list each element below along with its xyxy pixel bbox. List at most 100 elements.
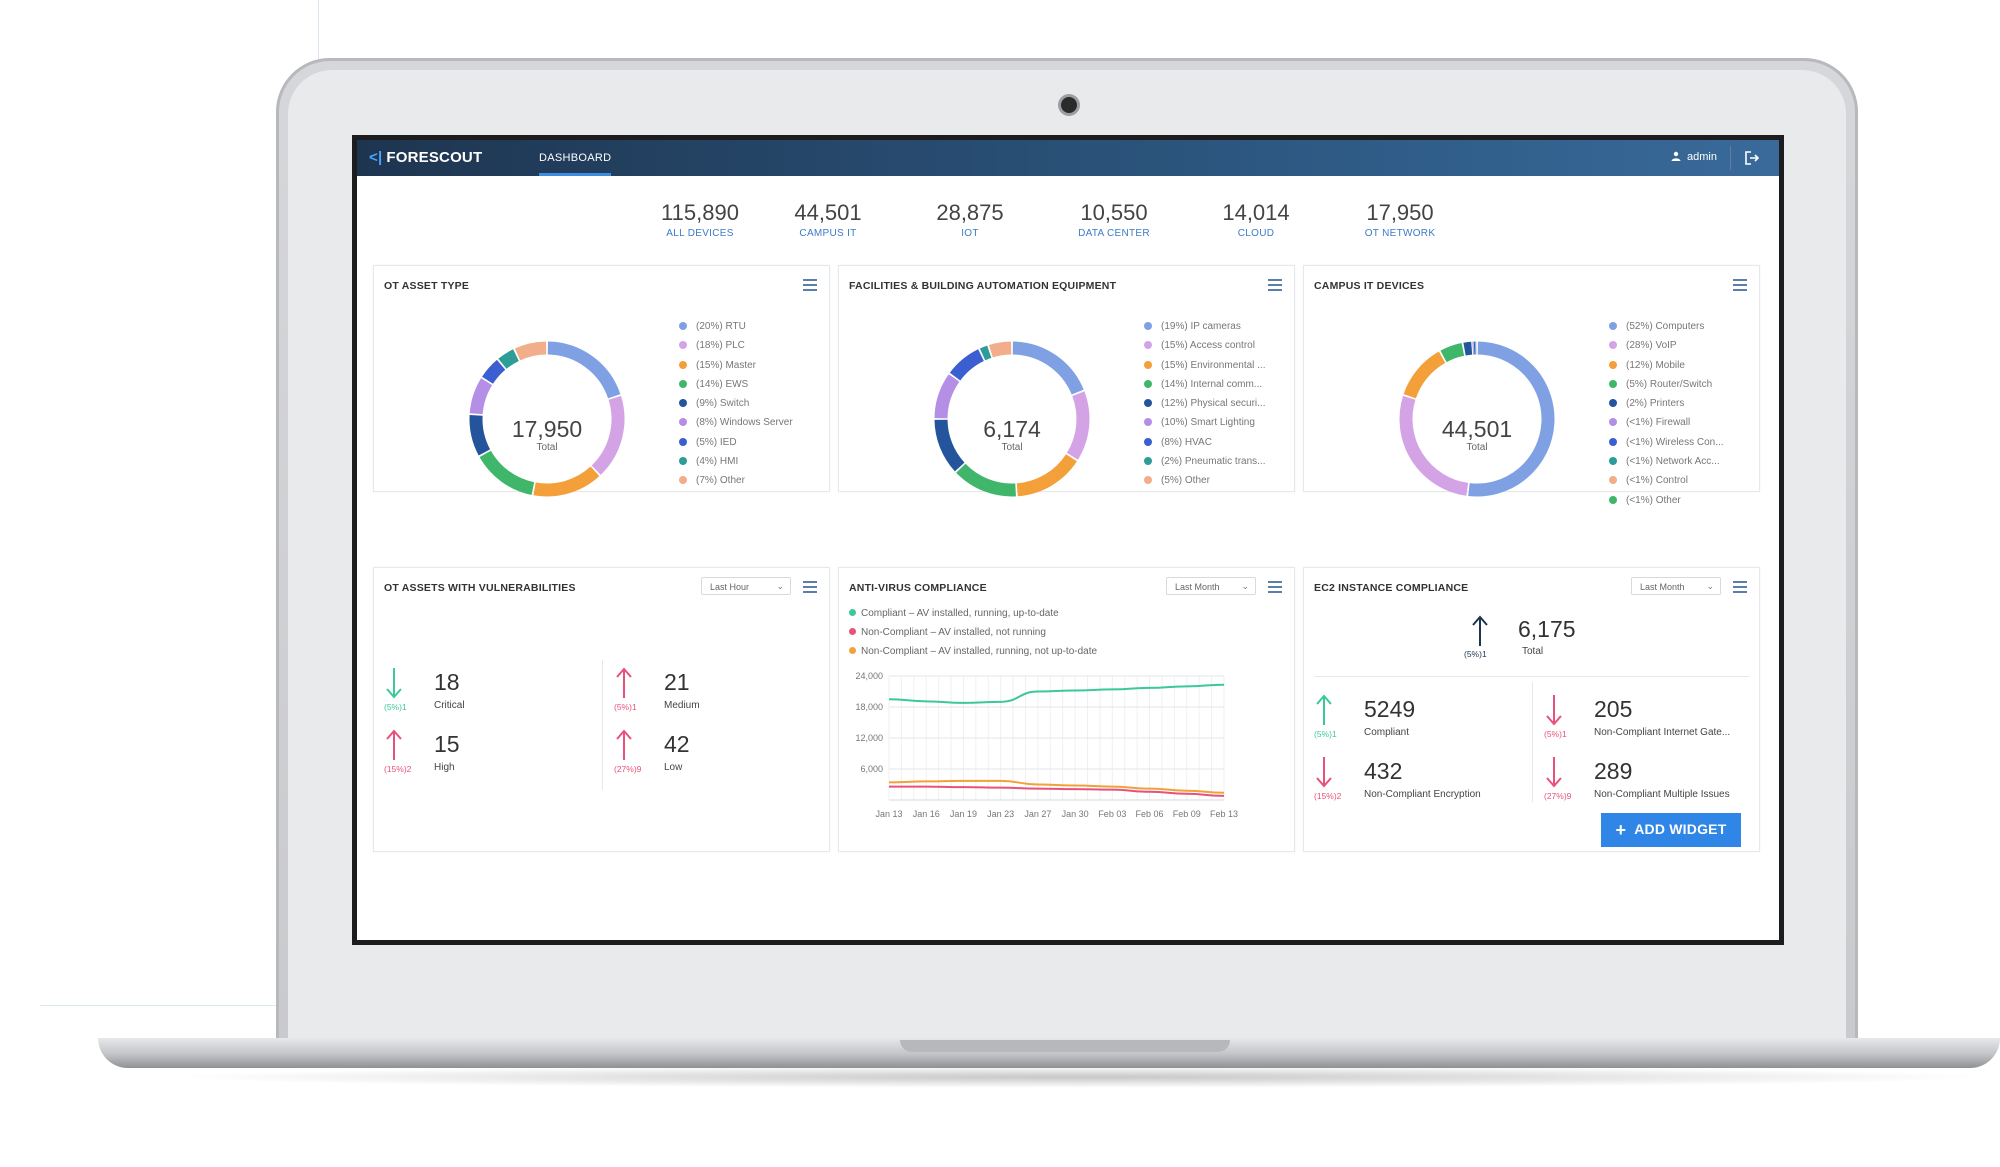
donut-slice[interactable] — [1399, 395, 1469, 496]
legend-item[interactable]: (20%) RTU — [679, 321, 793, 340]
legend-item[interactable]: (5%) IED — [679, 437, 793, 456]
metric-delta: (27%)9 — [1544, 791, 1572, 801]
donut-slice[interactable] — [469, 378, 493, 415]
add-widget-button[interactable]: + ADD WIDGET — [1601, 813, 1741, 847]
menu-icon[interactable] — [1733, 279, 1747, 291]
legend-item[interactable]: (<1%) Control — [1609, 475, 1724, 494]
y-tick-label: 6,000 — [860, 764, 883, 774]
legend-item[interactable]: (9%) Switch — [679, 398, 793, 417]
stat-all-devices[interactable]: 115,890 ALL DEVICES — [635, 200, 765, 239]
series-line[interactable] — [888, 779, 1225, 794]
legend-item[interactable]: (7%) Other — [679, 475, 793, 494]
legend-item[interactable]: (<1%) Firewall — [1609, 417, 1724, 436]
menu-icon[interactable] — [803, 581, 817, 593]
legend-item[interactable]: (14%) EWS — [679, 379, 793, 398]
donut-slice[interactable] — [1468, 341, 1555, 497]
stat-value: 115,890 — [661, 200, 739, 225]
time-range-dropdown[interactable]: Last Hour ⌄ — [701, 577, 791, 595]
legend-label: (12%) Mobile — [1626, 359, 1685, 371]
donut-chart[interactable] — [1392, 334, 1562, 504]
donut-slice[interactable] — [979, 345, 992, 361]
donut-legend: (52%) Computers (28%) VoIP (12%) Mobile (5%… — [1609, 321, 1724, 514]
donut-slice[interactable] — [934, 419, 965, 472]
legend-item[interactable]: (5%) Router/Switch — [1609, 379, 1724, 398]
legend-item[interactable]: (<1%) Network Acc... — [1609, 456, 1724, 475]
legend-item[interactable]: (12%) Physical securi... — [1144, 398, 1266, 417]
donut-slice[interactable] — [1012, 341, 1084, 395]
donut-slice[interactable] — [949, 349, 985, 381]
legend-swatch — [849, 628, 856, 635]
time-range-dropdown[interactable]: Last Month ⌄ — [1166, 577, 1256, 595]
series-line[interactable] — [888, 683, 1225, 704]
legend-item[interactable]: (52%) Computers — [1609, 321, 1724, 340]
menu-icon[interactable] — [1268, 581, 1282, 593]
donut-slice[interactable] — [1463, 341, 1473, 356]
legend-item[interactable]: (28%) VoIP — [1609, 340, 1724, 359]
legend-item[interactable]: (4%) HMI — [679, 456, 793, 475]
divider — [602, 660, 603, 790]
legend-item[interactable]: (8%) HVAC — [1144, 437, 1266, 456]
donut-chart[interactable] — [462, 334, 632, 504]
stat-iot[interactable]: 28,875 IOT — [905, 200, 1035, 239]
arrow-up-icon — [616, 667, 632, 698]
stat-cloud[interactable]: 14,014 CLOUD — [1191, 200, 1321, 239]
donut-slice[interactable] — [533, 466, 600, 497]
donut-slice[interactable] — [1016, 454, 1077, 497]
legend-label: (12%) Physical securi... — [1161, 398, 1266, 410]
legend-item[interactable]: (2%) Printers — [1609, 398, 1724, 417]
donut-slice[interactable] — [479, 450, 535, 495]
legend-item[interactable]: (<1%) Other — [1609, 495, 1724, 514]
menu-icon[interactable] — [1268, 279, 1282, 291]
legend-item[interactable]: (<1%) Wireless Con... — [1609, 437, 1724, 456]
legend-item[interactable]: Non-Compliant – AV installed, running, n… — [849, 646, 1097, 665]
donut-slice[interactable] — [934, 374, 960, 419]
legend-item[interactable]: Compliant – AV installed, running, up-to… — [849, 608, 1097, 627]
stat-ot-network[interactable]: 17,950 OT NETWORK — [1335, 200, 1465, 239]
arrow-down-icon — [1316, 757, 1332, 788]
donut-slice[interactable] — [469, 415, 491, 456]
donut-slice[interactable] — [988, 341, 1012, 358]
tab-dashboard[interactable]: DASHBOARD — [539, 152, 612, 164]
legend-item[interactable]: (15%) Access control — [1144, 340, 1266, 359]
donut-chart[interactable] — [927, 334, 1097, 504]
donut-slice[interactable] — [514, 341, 547, 361]
donut-slice[interactable] — [591, 395, 625, 475]
line-chart[interactable]: 24,000 18,000 12,000 6,000 Jan 13 Jan 16 Jan 1… — [847, 668, 1287, 843]
metric-delta: (15%)2 — [384, 764, 412, 774]
legend-item[interactable]: (18%) PLC — [679, 340, 793, 359]
legend-item[interactable]: (14%) Internal comm... — [1144, 379, 1266, 398]
menu-icon[interactable] — [803, 279, 817, 291]
metric-label: High — [434, 762, 455, 773]
donut-slice[interactable] — [1440, 343, 1465, 363]
card-title: OT ASSETS WITH VULNERABILITIES — [384, 582, 576, 594]
time-range-dropdown[interactable]: Last Month ⌄ — [1631, 577, 1721, 595]
logout-icon[interactable] — [1743, 149, 1761, 167]
donut-slice[interactable] — [482, 359, 506, 384]
metric-label: Non-Compliant Multiple Issues — [1594, 789, 1730, 800]
menu-icon[interactable] — [1733, 581, 1747, 593]
legend-item[interactable]: (15%) Environmental ... — [1144, 360, 1266, 379]
legend-item[interactable]: (15%) Master — [679, 360, 793, 379]
legend-label: (<1%) Other — [1626, 494, 1681, 506]
stat-data-center[interactable]: 10,550 DATA CENTER — [1049, 200, 1179, 239]
stat-campus-it[interactable]: 44,501 CAMPUS IT — [763, 200, 893, 239]
donut-slice[interactable] — [956, 463, 1016, 497]
user-menu[interactable]: admin — [1671, 151, 1717, 163]
x-tick-label: Jan 30 — [1062, 809, 1089, 819]
legend-item[interactable]: (5%) Other — [1144, 475, 1266, 494]
legend-item[interactable]: (19%) IP cameras — [1144, 321, 1266, 340]
legend-item[interactable]: (10%) Smart Lighting — [1144, 417, 1266, 436]
legend-label: (5%) IED — [696, 436, 737, 448]
dropdown-value: Last Month — [1640, 582, 1685, 592]
donut-slice[interactable] — [547, 341, 621, 399]
legend-item[interactable]: (8%) Windows Server — [679, 417, 793, 436]
legend-item[interactable]: (2%) Pneumatic trans... — [1144, 456, 1266, 475]
forescout-logo[interactable]: <| FORESCOUT — [369, 149, 482, 166]
donut-slice[interactable] — [498, 349, 519, 369]
legend-item[interactable]: Non-Compliant – AV installed, not runnin… — [849, 627, 1097, 646]
donut-slice[interactable] — [1066, 391, 1090, 460]
card-campus-it: CAMPUS IT DEVICES 44,501 Total (52%) Com… — [1303, 265, 1760, 506]
series-line[interactable] — [889, 785, 1225, 797]
donut-slice[interactable] — [1403, 351, 1446, 399]
legend-item[interactable]: (12%) Mobile — [1609, 360, 1724, 379]
